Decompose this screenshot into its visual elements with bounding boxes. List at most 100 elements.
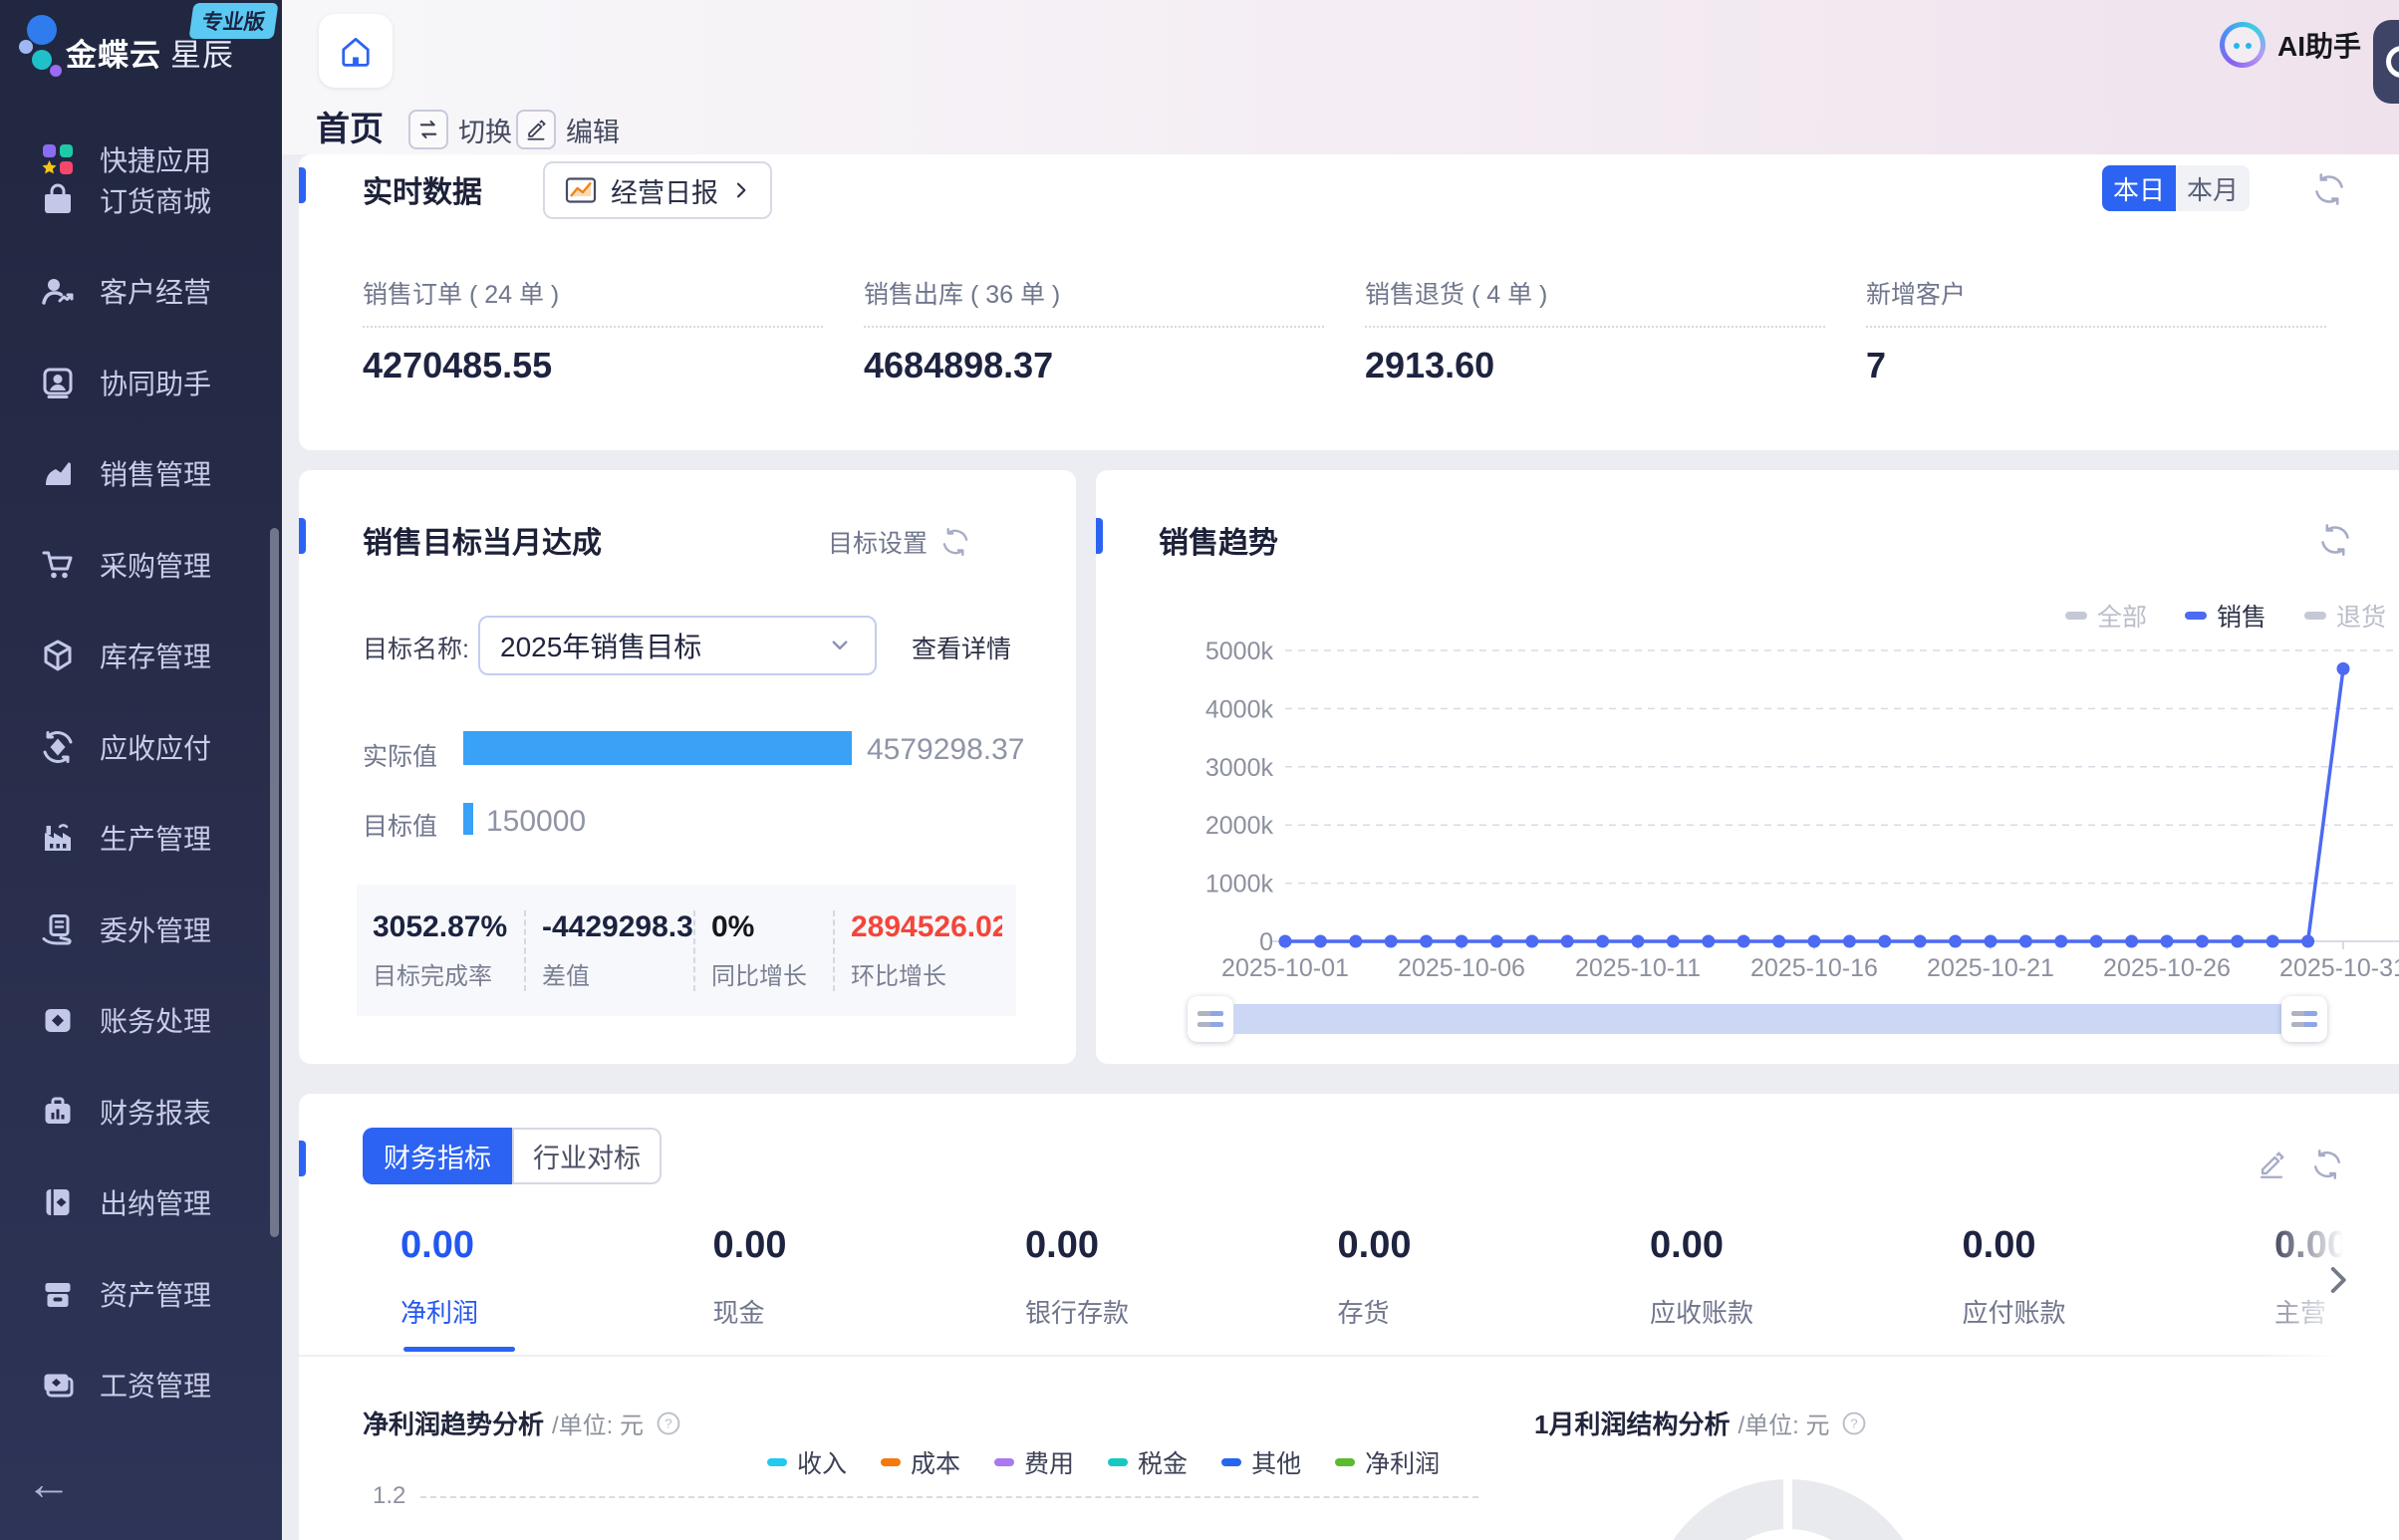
target-select[interactable]: 2025年销售目标 (478, 616, 877, 675)
collapse-sidebar-button[interactable]: ← (26, 1457, 72, 1509)
tab-finance-indicators[interactable]: 财务指标 (363, 1128, 512, 1184)
logo-dot-blue (27, 15, 57, 45)
svg-text:?: ? (665, 1415, 671, 1430)
edit-icon[interactable] (2255, 1148, 2288, 1181)
svg-text:3000k: 3000k (1205, 754, 1274, 782)
stat-label: 净利润 (400, 1298, 479, 1328)
daily-report-button[interactable]: 经营日报 (543, 161, 772, 219)
legend-item-退货[interactable]: 退货 (2303, 598, 2386, 634)
legend-item-收入[interactable]: 收入 (767, 1444, 847, 1480)
datazoom-right-handle[interactable] (2281, 996, 2327, 1042)
refresh-icon[interactable] (2317, 522, 2353, 558)
production-icon (40, 820, 76, 856)
apps-grid-icon (40, 141, 76, 177)
logo-dot-purple (50, 65, 62, 77)
sidebar-item-payroll[interactable]: 工资管理 (0, 1340, 282, 1431)
datazoom-left-handle[interactable] (1188, 996, 1233, 1042)
stat-label: 应付账款 (1962, 1298, 2066, 1328)
target-settings-link[interactable]: 目标设置 (827, 530, 928, 558)
sidebar-item-order-mall[interactable]: 订货商城 (0, 182, 282, 246)
target-select-value: 2025年销售目标 (500, 632, 702, 662)
finance-stat-cash[interactable]: 0.00 现金 (713, 1224, 1026, 1330)
legend-item-成本[interactable]: 成本 (881, 1444, 960, 1480)
logo-dot-teal (32, 50, 52, 70)
refresh-icon[interactable] (939, 526, 971, 558)
divider (363, 326, 823, 328)
stat-value: 4270485.55 (363, 345, 553, 385)
svg-text:2025-10-26: 2025-10-26 (2103, 954, 2231, 982)
sidebar-item-accounting[interactable]: 账务处理 (0, 975, 282, 1067)
target-metric: 0% 同比增长 (693, 909, 833, 991)
sidebar: 金蝶云 星辰 专业版 快捷应用 订货商城 客户经营 协同助手 销售管理 采购管理 库存管理应… (0, 0, 282, 1540)
sidebar-item-sales[interactable]: 销售管理 (0, 428, 282, 520)
sales-target-card: 销售目标当月达成 目标设置 目标名称: 2025年销售目标 查看详情 实际值 4… (299, 470, 1076, 1064)
corner-widget-button[interactable] (2373, 20, 2399, 104)
toggle-month[interactable]: 本月 (2176, 165, 2250, 211)
sidebar-item-purchase[interactable]: 采购管理 (0, 519, 282, 611)
circle-icon (2386, 46, 2399, 78)
app-logo: 金蝶云 星辰 (66, 30, 234, 75)
sidebar-item-label: 工资管理 (100, 1371, 212, 1403)
sidebar-item-reports[interactable]: 财务报表 (0, 1066, 282, 1157)
view-detail-link[interactable]: 查看详情 (912, 636, 1012, 663)
ar-ap-icon (40, 729, 76, 765)
sidebar-item-ar-ap[interactable]: 应收应付 (0, 701, 282, 793)
edit-page-button[interactable]: 编辑 (516, 110, 620, 149)
sidebar-item-label: 应收应付 (100, 732, 212, 764)
svg-text:2000k: 2000k (1205, 812, 1274, 840)
legend-item-税金[interactable]: 税金 (1108, 1444, 1188, 1480)
edition-badge: 专业版 (188, 3, 279, 39)
sidebar-item-outsourcing[interactable]: 委外管理 (0, 884, 282, 975)
finance-stat-stock[interactable]: 0.00 存货 (1338, 1224, 1651, 1330)
sidebar-item-label: 快捷应用 (100, 144, 212, 176)
legend-item-销售[interactable]: 销售 (2184, 598, 2266, 634)
sidebar-item-quick-apps[interactable]: 快捷应用 (0, 114, 282, 205)
finance-stat-net-profit[interactable]: 0.00 净利润 (400, 1224, 713, 1330)
home-tab-button[interactable] (319, 14, 393, 88)
sidebar-item-assets[interactable]: 资产管理 (0, 1248, 282, 1340)
finance-stat-receivables[interactable]: 0.00 应收账款 (1650, 1224, 1963, 1330)
refresh-icon[interactable] (2310, 1148, 2344, 1181)
legend-marker (1108, 1458, 1129, 1466)
finance-tabs: 财务指标 行业对标 (363, 1128, 662, 1184)
svg-text:4000k: 4000k (1205, 695, 1274, 723)
asset-icon (40, 1276, 76, 1312)
help-icon[interactable]: ? (654, 1409, 683, 1438)
sidebar-item-cashier[interactable]: 出纳管理 (0, 1157, 282, 1249)
legend-item-其他[interactable]: 其他 (1221, 1444, 1301, 1480)
legend-label: 收入 (797, 1450, 848, 1478)
sidebar-item-production[interactable]: 生产管理 (0, 793, 282, 885)
legend-label: 费用 (1024, 1450, 1075, 1478)
cashier-icon (40, 1184, 76, 1220)
ai-assistant-button[interactable]: AI助手 (2220, 22, 2361, 68)
tab-industry-benchmark[interactable]: 行业对标 (512, 1128, 662, 1184)
finance-stat-payables[interactable]: 0.00 应付账款 (1963, 1224, 2275, 1330)
target-metrics-strip: 3052.87% 目标完成率 -4429298.37 差值 0% 同比增长 2894526.… (357, 885, 1016, 1016)
finance-stat-bank-deposit[interactable]: 0.00 银行存款 (1025, 1224, 1338, 1330)
switch-page-button[interactable]: 切换 (408, 110, 512, 149)
legend-item-全部[interactable]: 全部 (2064, 598, 2147, 634)
target-value-bar (463, 803, 473, 835)
sidebar-item-assistant[interactable]: 协同助手 (0, 337, 282, 428)
sidebar-scrollbar[interactable] (270, 528, 279, 1237)
report-chart-icon (565, 177, 597, 203)
legend-item-净利润[interactable]: 净利润 (1335, 1444, 1440, 1480)
legend-item-费用[interactable]: 费用 (994, 1444, 1074, 1480)
stat-label: 应收账款 (1650, 1298, 1754, 1328)
more-stats-chevron[interactable] (2319, 1261, 2357, 1299)
sidebar-item-label: 财务报表 (100, 1097, 212, 1129)
svg-text:2025-10-21: 2025-10-21 (1927, 954, 2054, 982)
realtime-stats-row: 销售订单 ( 24 单 ) 4270485.55 销售出库 ( 36 单 ) 4684… (363, 275, 2367, 386)
svg-text:2025-10-31: 2025-10-31 (2279, 954, 2399, 982)
sidebar-item-inventory[interactable]: 库存管理 (0, 611, 282, 702)
stat-label: 新增客户 (1866, 281, 1967, 309)
legend-label: 退货 (2335, 604, 2386, 632)
refresh-icon[interactable] (2311, 171, 2347, 207)
target-label: 目标值 (363, 813, 438, 841)
toggle-today[interactable]: 本日 (2102, 165, 2176, 211)
datazoom-track[interactable] (1233, 1004, 2281, 1034)
sidebar-item-customer[interactable]: 客户经营 (0, 246, 282, 338)
stat-label: 销售订单 ( 24 单 ) (363, 281, 560, 309)
help-icon[interactable]: ? (1839, 1409, 1869, 1438)
